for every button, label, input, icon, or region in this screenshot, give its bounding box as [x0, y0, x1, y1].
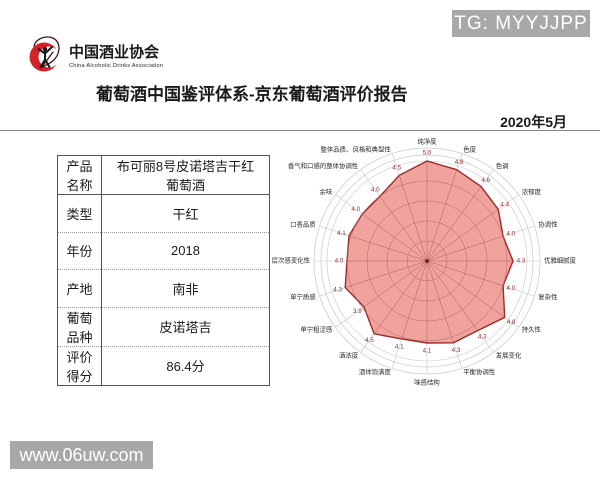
svg-text:余味: 余味	[320, 187, 333, 196]
svg-text:发展变化: 发展变化	[496, 350, 522, 359]
svg-text:酒体饱满度: 酒体饱满度	[359, 367, 392, 376]
svg-text:色度: 色度	[463, 144, 476, 153]
svg-text:浓郁度: 浓郁度	[522, 187, 542, 196]
svg-text:酒浓度: 酒浓度	[339, 350, 359, 359]
svg-text:4.3: 4.3	[452, 347, 461, 354]
svg-text:4.1: 4.1	[423, 348, 432, 355]
svg-text:3.9: 3.9	[353, 308, 362, 315]
svg-text:4.3: 4.3	[333, 287, 342, 294]
svg-text:4.8: 4.8	[507, 319, 516, 326]
svg-text:4.5: 4.5	[365, 337, 374, 344]
svg-text:China Alcoholic Drinks Associa: China Alcoholic Drinks Association	[69, 63, 163, 69]
svg-text:中国酒业协会: 中国酒业协会	[69, 43, 159, 61]
svg-text:整体品质、风格和典型性: 整体品质、风格和典型性	[321, 144, 392, 153]
svg-text:4.5: 4.5	[392, 164, 401, 171]
svg-text:口香品质: 口香品质	[290, 219, 316, 228]
svg-text:4.0: 4.0	[335, 258, 344, 265]
svg-text:平衡协调性: 平衡协调性	[463, 367, 496, 376]
svg-text:4.0: 4.0	[506, 230, 515, 237]
svg-text:4.0: 4.0	[351, 206, 360, 213]
svg-text:层次感变化性: 层次感变化性	[272, 256, 311, 265]
svg-text:纯净度: 纯净度	[417, 137, 437, 146]
svg-text:4.0: 4.0	[506, 285, 515, 292]
svg-text:协调性: 协调性	[538, 219, 558, 228]
svg-text:4.6: 4.6	[481, 177, 490, 184]
svg-text:4.3: 4.3	[478, 334, 487, 341]
svg-text:味感结构: 味感结构	[414, 378, 440, 387]
svg-text:持久性: 持久性	[522, 324, 542, 333]
svg-text:4.1: 4.1	[337, 230, 346, 237]
svg-text:4.1: 4.1	[395, 343, 404, 350]
svg-text:复杂性: 复杂性	[538, 292, 558, 301]
svg-text:4.0: 4.0	[371, 186, 380, 193]
svg-text:优雅细腻度: 优雅细腻度	[544, 256, 577, 265]
svg-text:色调: 色调	[496, 161, 509, 170]
svg-text:4.8: 4.8	[455, 159, 464, 166]
svg-text:5.0: 5.0	[423, 150, 432, 157]
svg-text:香气和口感的整体协调性: 香气和口感的整体协调性	[288, 161, 359, 170]
svg-text:4.3: 4.3	[517, 258, 526, 265]
svg-text:4.4: 4.4	[500, 201, 509, 208]
svg-text:单宁粗涩感: 单宁粗涩感	[300, 324, 333, 333]
svg-text:单宁质感: 单宁质感	[290, 292, 316, 301]
